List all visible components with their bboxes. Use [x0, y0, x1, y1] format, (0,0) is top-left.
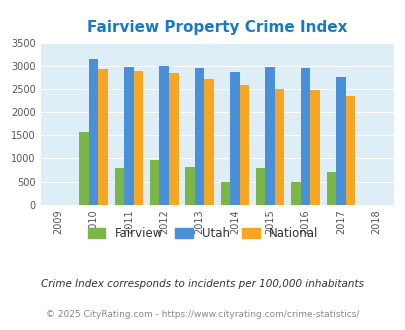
Bar: [309, 90, 319, 205]
Text: © 2025 CityRating.com - https://www.cityrating.com/crime-statistics/: © 2025 CityRating.com - https://www.city…: [46, 310, 359, 319]
Bar: [290, 182, 300, 205]
Bar: [274, 89, 284, 205]
Bar: [239, 85, 249, 205]
Legend: Fairview, Utah, National: Fairview, Utah, National: [83, 222, 322, 245]
Bar: [124, 67, 133, 205]
Text: Crime Index corresponds to incidents per 100,000 inhabitants: Crime Index corresponds to incidents per…: [41, 279, 364, 289]
Bar: [79, 132, 89, 205]
Bar: [326, 172, 335, 205]
Bar: [220, 182, 230, 205]
Bar: [230, 72, 239, 205]
Bar: [98, 69, 108, 205]
Bar: [168, 73, 178, 205]
Bar: [89, 59, 98, 205]
Bar: [185, 167, 194, 205]
Bar: [255, 168, 265, 205]
Bar: [265, 67, 274, 205]
Bar: [345, 96, 354, 205]
Bar: [159, 66, 168, 205]
Bar: [204, 79, 213, 205]
Bar: [114, 168, 124, 205]
Bar: [149, 160, 159, 205]
Bar: [194, 68, 204, 205]
Title: Fairview Property Crime Index: Fairview Property Crime Index: [87, 20, 347, 35]
Bar: [300, 68, 309, 205]
Bar: [133, 71, 143, 205]
Bar: [335, 77, 345, 205]
